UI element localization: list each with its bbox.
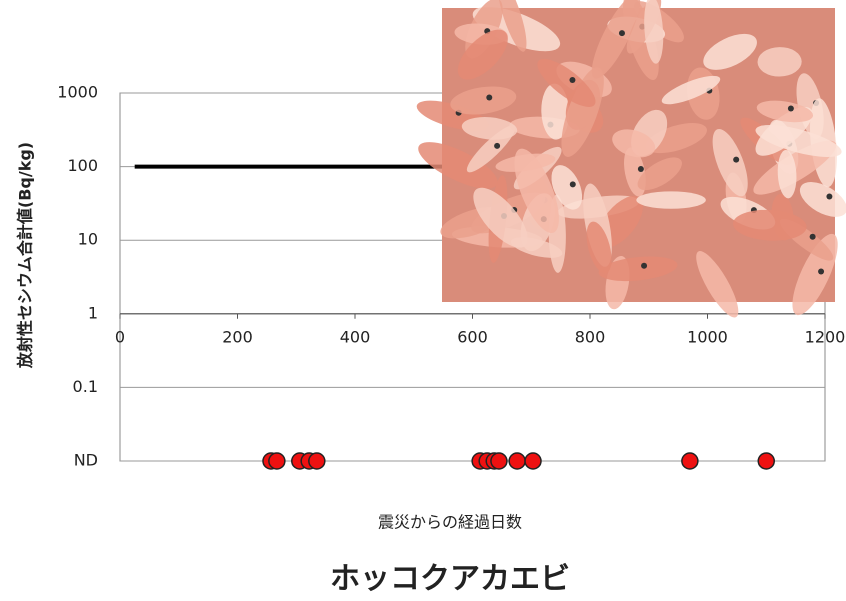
shrimp [636,191,706,209]
data-point [681,452,699,470]
shrimp-eye [494,142,501,149]
x-tick-label: 1200 [805,327,846,346]
x-tick-label: 1000 [687,327,728,346]
shrimp [541,83,570,140]
x-tick-label: 600 [457,327,488,346]
y-tick-label: ND [74,451,98,470]
x-tick-label: 800 [575,327,606,346]
shrimp [703,33,757,70]
shrimp [644,0,664,64]
shrimp [586,221,612,274]
shrimp [450,86,517,115]
shrimp [637,157,682,191]
y-tick-label: 0.1 [73,377,98,396]
shrimp [757,47,802,77]
data-point [508,452,526,470]
data-point [268,452,286,470]
y-tick-label: 100 [67,156,98,175]
shrimp-eye [486,94,493,101]
x-tick-label: 0 [115,327,125,346]
x-axis-label: 震災からの経過日数 [378,513,522,532]
shrimp [661,75,721,105]
shrimp-eye [826,193,833,200]
shrimp-eye [818,268,825,275]
shrimp [598,256,678,282]
shrimp-eye [618,30,625,37]
shrimp [561,67,604,157]
y-axis-label: 放射性セシウム合計値(Bq/kg) [16,142,35,369]
shrimp [473,187,528,248]
shrimp [418,142,498,189]
shrimp-eye [637,166,644,173]
data-point [757,452,775,470]
shrimp [756,100,814,123]
y-tick-label: 1 [88,303,98,322]
shrimp [777,149,797,199]
shrimp [457,29,508,80]
shrimp-eye [809,233,816,240]
data-point [524,452,542,470]
shrimp [537,58,596,107]
shrimp-photo [416,0,846,318]
y-tick-label: 1000 [57,83,98,102]
shrimp [551,165,583,210]
shrimp [645,123,707,154]
shrimp [696,251,739,318]
x-tick-label: 400 [340,327,371,346]
shrimp-eye [733,156,740,163]
shrimp [461,117,518,140]
shrimp [612,129,656,158]
data-point [490,452,508,470]
shrimp [755,124,842,157]
shrimp-eye [787,105,794,112]
shrimp [799,182,846,217]
shrimp [733,209,807,241]
data-point [308,452,326,470]
shrimp [712,128,748,197]
y-tick-label: 10 [78,230,98,249]
shrimp-eye [569,76,576,83]
shrimp-eye [641,262,648,269]
chart-title: ホッコクアカエビ [330,562,570,597]
shrimp [497,0,527,52]
x-tick-label: 200 [222,327,253,346]
shrimp [591,0,641,79]
shrimp-eye [569,181,576,188]
shrimp [514,148,559,234]
